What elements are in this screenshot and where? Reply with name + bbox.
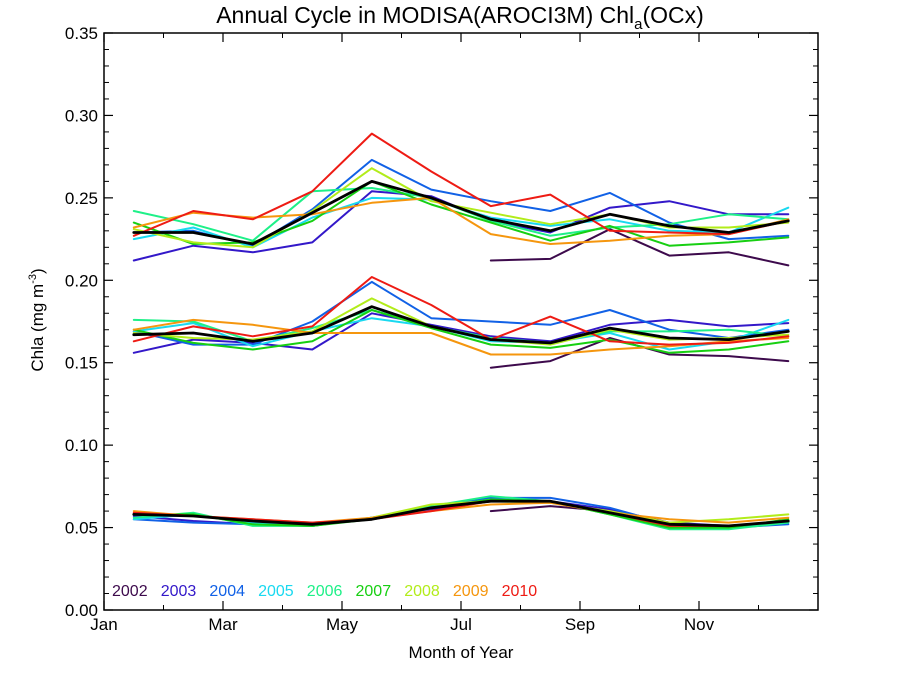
- series-2002-upper-line: [489, 228, 790, 267]
- chart-title: Annual Cycle in MODISA(AROCI3M) Chla(OCx…: [216, 2, 704, 33]
- y-axis-title-main: Chla (mg m: [28, 284, 47, 372]
- series-2009-upper-line: [132, 196, 790, 245]
- y-tick-label: 0.00: [65, 601, 98, 620]
- mean-upper-line: [132, 179, 790, 246]
- plot-frame: [103, 32, 819, 611]
- legend-item-2004: 2004: [209, 583, 245, 600]
- series-2009-middle-line: [132, 318, 790, 356]
- x-axis: Jan Mar May Jul Sep Nov: [90, 33, 759, 634]
- series-2010-middle-line: [132, 276, 790, 346]
- series-2007-middle-line: [132, 309, 790, 354]
- plot-series: [132, 132, 790, 531]
- y-tick-label: 0.35: [65, 24, 98, 43]
- y-tick-label: 0.30: [65, 106, 98, 125]
- mean-middle-line: [132, 305, 790, 345]
- legend-item-2009: 2009: [453, 583, 489, 600]
- chart-title-main: Annual Cycle in MODISA(AROCI3M) Chl: [216, 2, 634, 28]
- legend-item-2008: 2008: [404, 583, 440, 600]
- legend-item-2003: 2003: [161, 583, 197, 600]
- y-axis-title-tail: ): [28, 268, 47, 274]
- series-2010-upper-line: [132, 132, 790, 237]
- x-tick-label: May: [326, 615, 359, 634]
- legend-item-2010: 2010: [502, 583, 538, 600]
- x-tick-label: Nov: [684, 615, 715, 634]
- y-tick-label: 0.10: [65, 436, 98, 455]
- legend-item-2007: 2007: [356, 583, 392, 600]
- series-2006-lower-line: [132, 495, 790, 531]
- x-axis-title: Month of Year: [409, 643, 514, 662]
- legend-item-2006: 2006: [307, 583, 343, 600]
- chart-title-tail: (OCx): [642, 2, 703, 28]
- y-axis: 0.00 0.05 0.10 0.15 0.20 0.25 0.30 0.35: [65, 24, 818, 620]
- x-tick-label: Mar: [208, 615, 238, 634]
- y-axis-title-superscript: -3: [27, 274, 39, 284]
- y-tick-label: 0.25: [65, 189, 98, 208]
- legend-item-2002: 2002: [112, 583, 148, 600]
- y-axis-title: Chla (mg m-3): [27, 268, 47, 371]
- legend: 2002 2003 2004 2005 2006 2007 2008 2009 2010: [112, 583, 537, 600]
- legend-item-2005: 2005: [258, 583, 294, 600]
- y-tick-label: 0.20: [65, 271, 98, 290]
- x-tick-label: Jul: [450, 615, 472, 634]
- x-tick-label: Sep: [565, 615, 595, 634]
- mean-lower-line: [132, 499, 790, 528]
- y-tick-label: 0.15: [65, 354, 98, 373]
- y-tick-label: 0.05: [65, 519, 98, 538]
- series-2003-upper-line: [132, 190, 790, 262]
- x-tick-label: Jan: [90, 615, 117, 634]
- chart-title-subscript: a: [634, 16, 643, 33]
